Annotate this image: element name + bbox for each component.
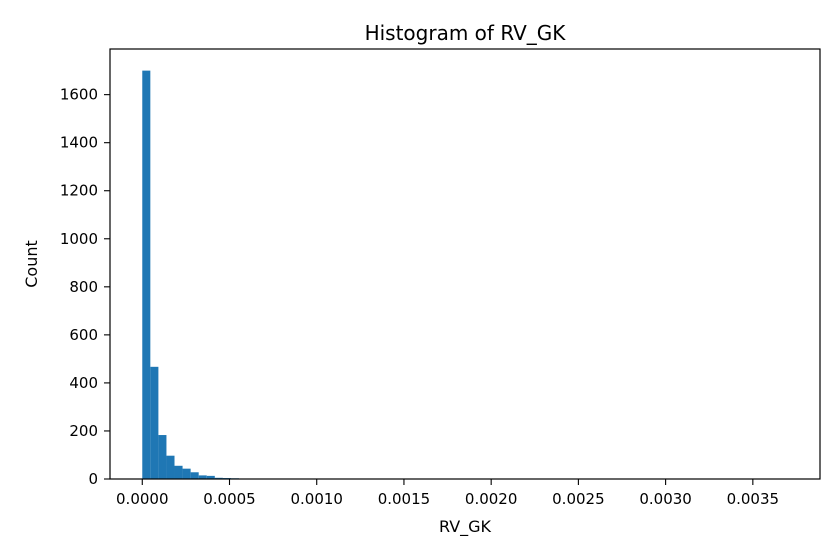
x-tick-label: 0.0035 — [727, 490, 780, 508]
x-tick-label: 0.0010 — [290, 490, 343, 508]
x-tick-label: 0.0020 — [465, 490, 518, 508]
y-axis-ticks: 0 200 400 600 800 1000 1200 1400 1600 — [60, 86, 110, 488]
y-tick-label: 0 — [88, 470, 98, 488]
y-tick-label: 1400 — [60, 134, 98, 152]
plot-frame — [109, 48, 821, 480]
bars-group — [142, 70, 272, 479]
histogram-bar — [142, 70, 151, 479]
histogram-bar — [214, 477, 223, 479]
x-tick-label: 0.0000 — [116, 490, 169, 508]
y-tick-label: 200 — [69, 422, 98, 440]
y-tick-label: 1600 — [60, 86, 98, 104]
y-tick-label: 1200 — [60, 182, 98, 200]
histogram-bar — [206, 475, 215, 479]
histogram-bar — [158, 435, 167, 479]
histogram-bar — [190, 472, 199, 479]
histogram-bar — [150, 366, 159, 479]
y-axis-label: Count — [22, 240, 41, 288]
x-tick-label: 0.0015 — [378, 490, 431, 508]
y-tick-label: 1000 — [60, 230, 98, 248]
y-tick-label: 600 — [69, 326, 98, 344]
y-tick-label: 400 — [69, 374, 98, 392]
x-tick-label: 0.0025 — [552, 490, 605, 508]
x-tick-label: 0.0005 — [203, 490, 256, 508]
x-axis-ticks: 0.0000 0.0005 0.0010 0.0015 0.0020 0.0025 0.00… — [116, 479, 779, 508]
x-axis-label: RV_GK — [439, 517, 492, 537]
histogram-bar — [166, 455, 175, 479]
y-tick-label: 800 — [69, 278, 98, 296]
histogram-bar — [182, 468, 191, 479]
x-tick-label: 0.0030 — [639, 490, 692, 508]
chart-title: Histogram of RV_GK — [365, 21, 567, 45]
histogram-bar — [198, 475, 207, 479]
histogram-bar — [174, 465, 183, 479]
